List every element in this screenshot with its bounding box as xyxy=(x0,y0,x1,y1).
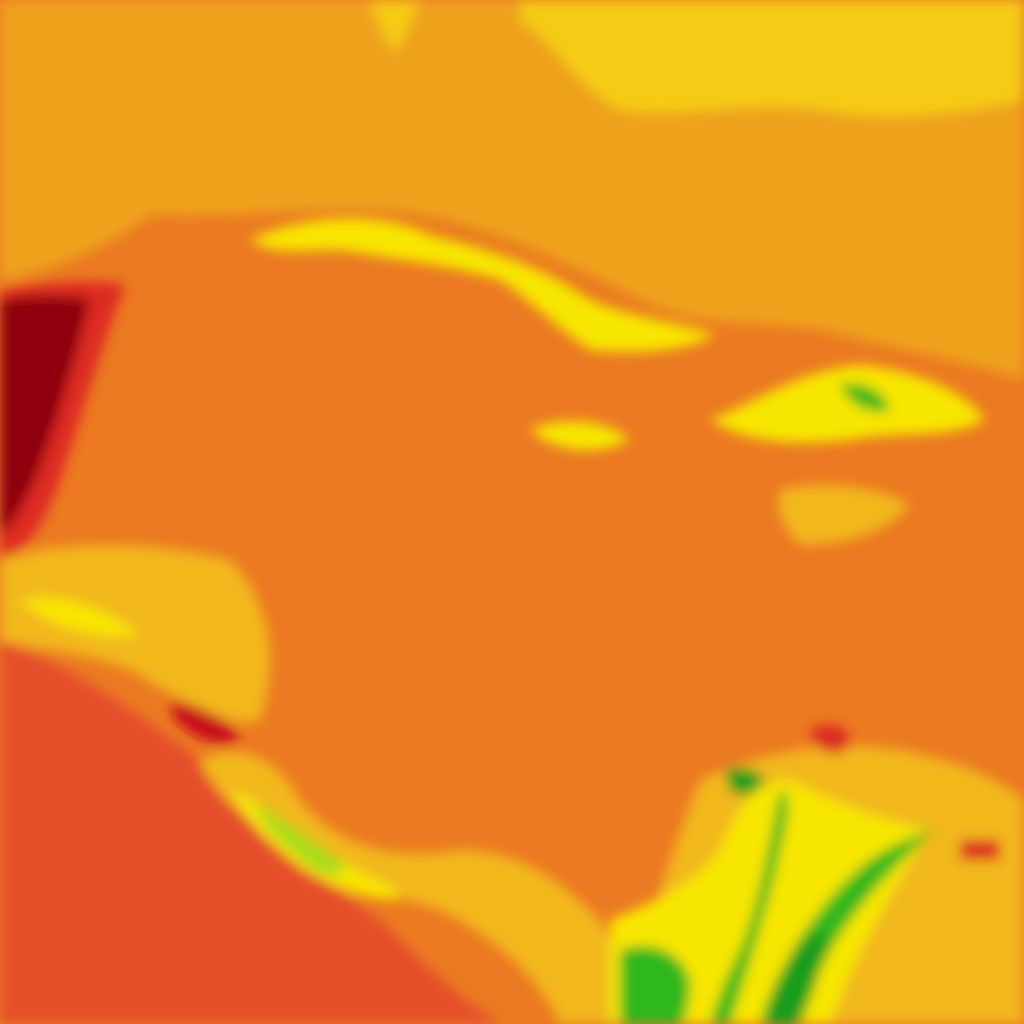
central-yellow-island xyxy=(530,421,630,451)
south-green-east xyxy=(710,790,935,1024)
west-yellow-land xyxy=(20,597,140,637)
isthmus-green-strip xyxy=(255,805,344,876)
south-green-west xyxy=(620,946,690,1024)
northern-gold-zone xyxy=(520,0,1024,117)
southwest-red-zone xyxy=(0,640,500,1024)
caribbean-yellow-band xyxy=(250,218,715,352)
east-green-spot xyxy=(840,383,890,412)
west-dark-red-core xyxy=(0,296,90,535)
top-yellow-streak xyxy=(370,0,420,50)
east-amber-zone xyxy=(778,485,910,545)
isthmus-amber-band xyxy=(200,752,640,1024)
south-dark-green-core xyxy=(725,768,830,1024)
east-yellow-islands xyxy=(710,365,985,443)
south-yellow-zone xyxy=(610,780,930,1024)
central-america-red-patch xyxy=(170,700,240,744)
